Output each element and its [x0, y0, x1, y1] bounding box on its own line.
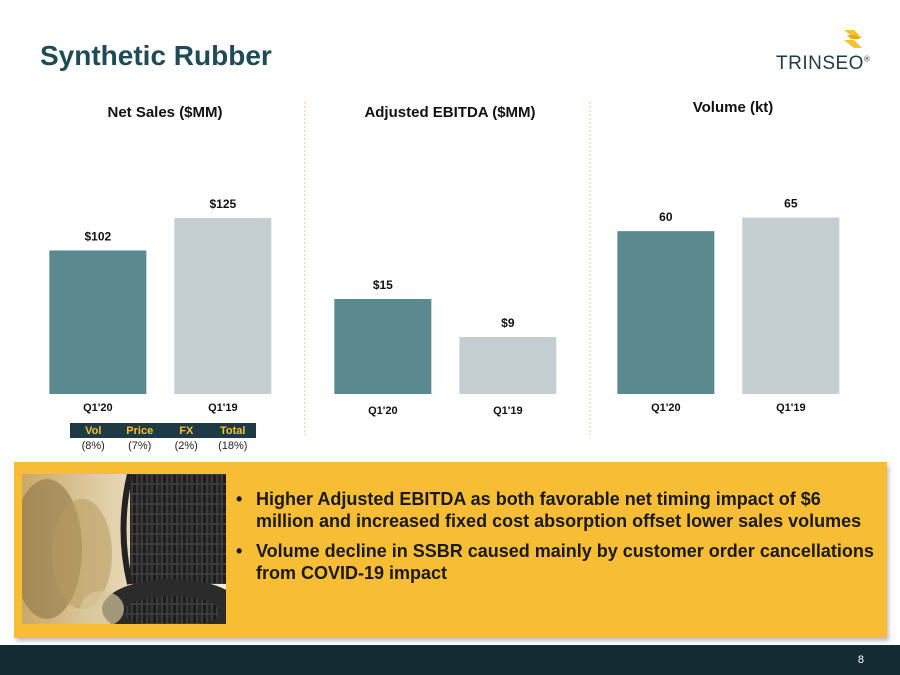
- data-label-net-sales-mm-q1-19: $125: [209, 197, 236, 211]
- highlight-bullet-volume: Volume decline in SSBR caused mainly by …: [236, 540, 876, 584]
- tick-label-net-sales-mm-q1-19: Q1'19: [208, 402, 238, 414]
- bridge-value-total: (18%): [218, 440, 248, 452]
- footer-bar: 8: [0, 645, 900, 675]
- bridge-value-price: (7%): [128, 440, 152, 452]
- chart-volume-kt: Volume (kt) 60 Q1'20 65 Q1'19: [617, 99, 840, 414]
- bridge-header-vol: Vol: [85, 424, 102, 437]
- chart-title-volume-kt: Volume (kt): [693, 99, 774, 116]
- chart-net-sales-mm: Net Sales ($MM) $102 Q1'20 $125 Q1'19: [49, 104, 272, 414]
- trinseo-logo: TRINSEO®: [776, 28, 876, 78]
- bridge-value-fx: (2%): [174, 440, 198, 452]
- net-sales-bridge-table: Vol Price FX Total (8%) (7%) (2%) (18%): [70, 423, 256, 454]
- bridge-header-row: Vol Price FX Total: [70, 423, 256, 438]
- chart-adjusted-ebitda-mm: Adjusted EBITDA ($MM) $15 Q1'20 $9 Q1'19: [334, 104, 557, 417]
- data-label-adjusted-ebitda-mm-q1-20: $15: [373, 278, 393, 292]
- data-label-adjusted-ebitda-mm-q1-19: $9: [501, 316, 515, 330]
- bridge-value-vol: (8%): [81, 440, 105, 452]
- tick-label-adjusted-ebitda-mm-q1-20: Q1'20: [368, 405, 398, 417]
- highlights-list: Higher Adjusted EBITDA as both favorable…: [236, 488, 876, 592]
- bar-volume-kt-q1-20: [617, 231, 715, 394]
- bridge-header-total: Total: [220, 424, 246, 437]
- tick-label-adjusted-ebitda-mm-q1-19: Q1'19: [493, 405, 523, 417]
- bar-volume-kt-q1-19: [742, 217, 840, 394]
- bridge-value-row: (8%) (7%) (2%) (18%): [70, 438, 256, 454]
- data-label-volume-kt-q1-20: 60: [659, 210, 673, 224]
- chart-title-net-sales-mm: Net Sales ($MM): [107, 104, 222, 121]
- bar-adjusted-ebitda-mm-q1-19: [459, 337, 557, 394]
- bar-net-sales-mm-q1-20: [49, 250, 147, 394]
- highlight-bullet-ebitda: Higher Adjusted EBITDA as both favorable…: [236, 488, 876, 532]
- highlights-panel: Higher Adjusted EBITDA as both favorable…: [14, 462, 887, 638]
- tick-label-volume-kt-q1-20: Q1'20: [651, 402, 681, 414]
- logo-chevron-icon: [844, 30, 862, 48]
- tires-image: [22, 474, 226, 624]
- data-label-volume-kt-q1-19: 65: [784, 197, 798, 211]
- tick-label-net-sales-mm-q1-20: Q1'20: [83, 402, 113, 414]
- tick-label-volume-kt-q1-19: Q1'19: [776, 402, 806, 414]
- page-number: 8: [857, 654, 864, 666]
- charts-area: Net Sales ($MM) $102 Q1'20 $125 Q1'19 Adjuste…: [0, 90, 900, 455]
- bridge-header-fx: FX: [179, 424, 194, 437]
- chart-title-adjusted-ebitda-mm: Adjusted EBITDA ($MM): [364, 104, 535, 121]
- logo-text: TRINSEO®: [776, 53, 871, 74]
- bar-net-sales-mm-q1-19: [174, 218, 272, 394]
- bar-charts: Net Sales ($MM)$102Q1'20$125Q1'19Adjuste…: [49, 99, 840, 435]
- data-label-net-sales-mm-q1-20: $102: [84, 229, 111, 243]
- bridge-header-price: Price: [126, 424, 154, 437]
- bar-adjusted-ebitda-mm-q1-20: [334, 299, 432, 394]
- page-title: Synthetic Rubber: [40, 40, 272, 71]
